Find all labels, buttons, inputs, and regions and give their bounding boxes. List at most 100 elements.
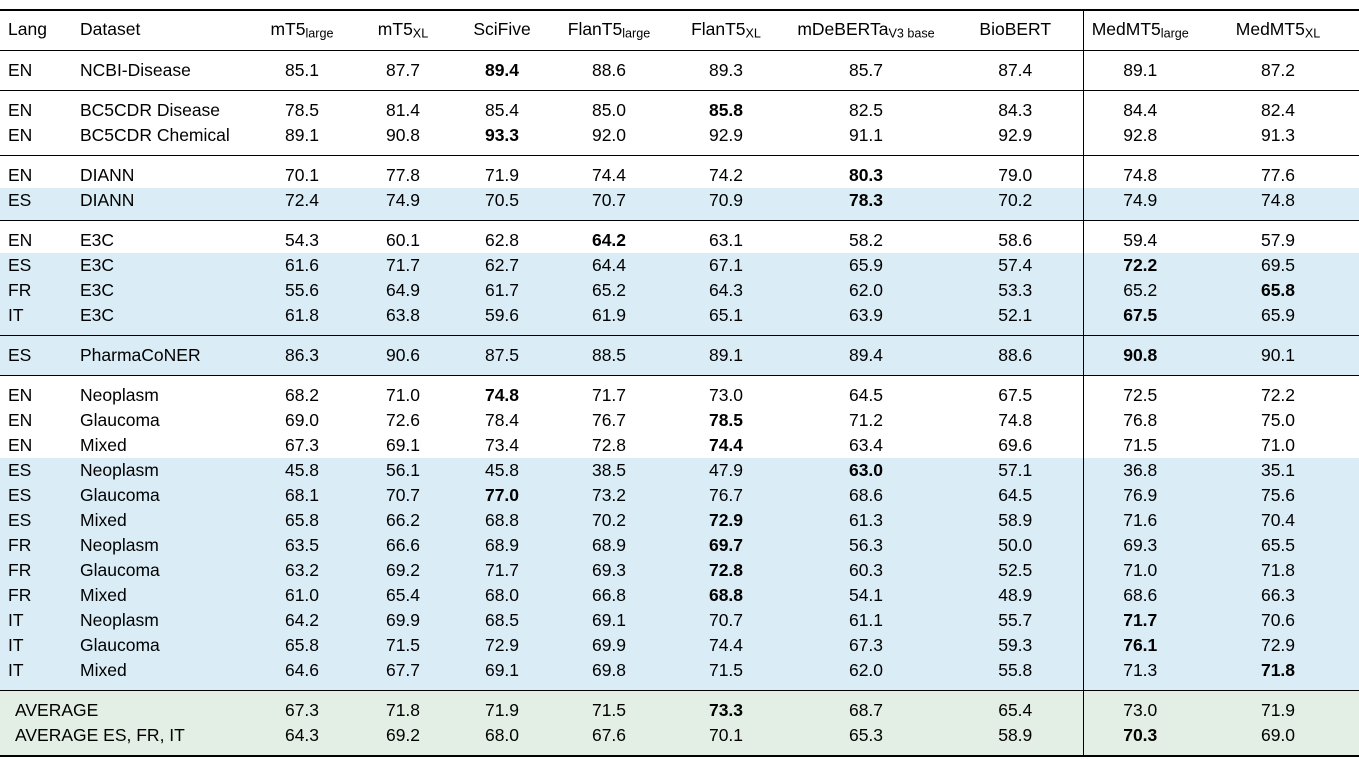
cell-score: 70.2 bbox=[948, 187, 1083, 221]
cell-score: 70.2 bbox=[550, 507, 668, 533]
cell-lang: IT bbox=[0, 607, 72, 633]
header-row: Lang Dataset mT5large mT5XL SciFive FlanT5lar… bbox=[0, 10, 1359, 51]
cell-score: 53.3 bbox=[948, 277, 1083, 303]
col-header-lang: Lang bbox=[0, 10, 72, 50]
cell-score: 71.6 bbox=[1082, 507, 1197, 533]
cell-score: 58.6 bbox=[948, 220, 1083, 253]
cell-score: 74.9 bbox=[1082, 187, 1197, 221]
cell-lang: ES bbox=[0, 482, 72, 508]
cell-score: 92.0 bbox=[550, 122, 668, 156]
cell-score: 58.2 bbox=[784, 220, 948, 253]
cell-dataset: Neoplasm bbox=[72, 532, 252, 558]
cell-score: 64.5 bbox=[784, 375, 948, 408]
table-row: FR Mixed 61.0 65.4 68.0 66.8 68.8 54.1 48.9 68.6 6… bbox=[0, 582, 1359, 608]
col-header-subscript: XL bbox=[745, 26, 761, 41]
cell-score: 82.4 bbox=[1197, 90, 1359, 123]
row-group: EN Neoplasm 68.2 71.0 74.8 71.7 73.0 64.5 67.5 72… bbox=[0, 375, 1359, 691]
cell-score: 69.8 bbox=[550, 657, 668, 691]
cell-dataset: E3C bbox=[72, 302, 252, 336]
cell-score: 70.3 bbox=[1082, 722, 1197, 756]
cell-score: 68.9 bbox=[550, 532, 668, 558]
cell-score: 78.5 bbox=[668, 407, 784, 433]
cell-score: 78.4 bbox=[454, 407, 550, 433]
cell-score: 72.8 bbox=[668, 557, 784, 583]
table-row: IT Glaucoma 65.8 71.5 72.9 69.9 74.4 67.3 59.3 76… bbox=[0, 632, 1359, 658]
col-header-label: MedMT5 bbox=[1091, 19, 1161, 39]
table-header: Lang Dataset mT5large mT5XL SciFive FlanT5lar… bbox=[0, 10, 1359, 51]
cell-score: 59.3 bbox=[948, 632, 1083, 658]
cell-score: 71.5 bbox=[1082, 432, 1197, 458]
table-row: ES PharmaCoNER 86.3 90.6 87.5 88.5 89.1 89.4 88.… bbox=[0, 335, 1359, 376]
cell-lang: IT bbox=[0, 657, 72, 691]
cell-score: 67.5 bbox=[948, 375, 1083, 408]
cell-score: 71.5 bbox=[668, 657, 784, 691]
cell-score: 73.0 bbox=[1082, 690, 1197, 723]
cell-score: 69.6 bbox=[948, 432, 1083, 458]
cell-score: 68.6 bbox=[1082, 582, 1197, 608]
cell-score: 89.1 bbox=[252, 122, 352, 156]
cell-score: 67.5 bbox=[1082, 302, 1197, 336]
cell-score: 74.9 bbox=[352, 187, 454, 221]
table-row: ES Glaucoma 68.1 70.7 77.0 73.2 76.7 68.6 64.5 76… bbox=[0, 482, 1359, 508]
cell-score: 69.3 bbox=[550, 557, 668, 583]
cell-score: 67.3 bbox=[784, 632, 948, 658]
cell-score: 80.3 bbox=[784, 155, 948, 188]
cell-score: 55.7 bbox=[948, 607, 1083, 633]
cell-score: 66.6 bbox=[352, 532, 454, 558]
cell-dataset: E3C bbox=[72, 277, 252, 303]
cell-score: 48.9 bbox=[948, 582, 1083, 608]
col-header-flant5-large: FlanT5large bbox=[550, 10, 668, 50]
col-header-mt5-large: mT5large bbox=[252, 10, 352, 50]
cell-score: 85.8 bbox=[668, 90, 784, 123]
cell-score: 71.9 bbox=[454, 155, 550, 188]
cell-score: 69.7 bbox=[668, 532, 784, 558]
cell-score: 62.7 bbox=[454, 252, 550, 278]
cell-score: 69.9 bbox=[352, 607, 454, 633]
average-row-label: AVERAGE ES, FR, IT bbox=[0, 722, 252, 756]
cell-dataset: PharmaCoNER bbox=[72, 335, 252, 376]
cell-score: 74.8 bbox=[454, 375, 550, 408]
cell-score: 76.7 bbox=[668, 482, 784, 508]
col-header-medmt5-large: MedMT5large bbox=[1082, 10, 1197, 51]
cell-score: 68.7 bbox=[784, 690, 948, 723]
cell-dataset: Glaucoma bbox=[72, 482, 252, 508]
cell-score: 74.2 bbox=[668, 155, 784, 188]
col-header-subscript: V3 base bbox=[888, 26, 935, 41]
cell-score: 67.1 bbox=[668, 252, 784, 278]
cell-dataset: DIANN bbox=[72, 155, 252, 188]
cell-score: 70.1 bbox=[252, 155, 352, 188]
cell-score: 56.1 bbox=[352, 457, 454, 483]
cell-score: 92.8 bbox=[1082, 122, 1197, 156]
cell-score: 87.4 bbox=[948, 50, 1083, 91]
cell-score: 89.3 bbox=[668, 50, 784, 91]
cell-score: 60.1 bbox=[352, 220, 454, 253]
cell-score: 68.9 bbox=[454, 532, 550, 558]
cell-score: 55.8 bbox=[948, 657, 1083, 691]
cell-score: 69.9 bbox=[550, 632, 668, 658]
cell-score: 87.5 bbox=[454, 335, 550, 376]
cell-lang: EN bbox=[0, 220, 72, 253]
cell-lang: FR bbox=[0, 277, 72, 303]
cell-dataset: Mixed bbox=[72, 657, 252, 691]
table-row: EN BC5CDR Chemical 89.1 90.8 93.3 92.0 92.9 91.… bbox=[0, 122, 1359, 156]
cell-score: 64.4 bbox=[550, 252, 668, 278]
cell-score: 70.1 bbox=[668, 722, 784, 756]
cell-score: 90.6 bbox=[352, 335, 454, 376]
cell-score: 91.1 bbox=[784, 122, 948, 156]
cell-score: 61.8 bbox=[252, 302, 352, 336]
cell-score: 69.1 bbox=[550, 607, 668, 633]
cell-score: 50.0 bbox=[948, 532, 1083, 558]
table-row: ES Neoplasm 45.8 56.1 45.8 38.5 47.9 63.0 57.1 36… bbox=[0, 457, 1359, 483]
cell-score: 61.6 bbox=[252, 252, 352, 278]
table-row: ES Mixed 65.8 66.2 68.8 70.2 72.9 61.3 58.9 71.6 7… bbox=[0, 507, 1359, 533]
cell-score: 72.6 bbox=[352, 407, 454, 433]
cell-score: 69.0 bbox=[1197, 722, 1359, 756]
cell-lang: EN bbox=[0, 432, 72, 458]
cell-score: 90.1 bbox=[1197, 335, 1359, 376]
table-row: EN Glaucoma 69.0 72.6 78.4 76.7 78.5 71.2 74.8 76… bbox=[0, 407, 1359, 433]
cell-score: 68.5 bbox=[454, 607, 550, 633]
row-group: EN NCBI-Disease 85.1 87.7 89.4 88.6 89.3 85.7 87… bbox=[0, 50, 1359, 91]
cell-score: 84.4 bbox=[1082, 90, 1197, 123]
cell-score: 74.4 bbox=[550, 155, 668, 188]
cell-score: 64.2 bbox=[252, 607, 352, 633]
